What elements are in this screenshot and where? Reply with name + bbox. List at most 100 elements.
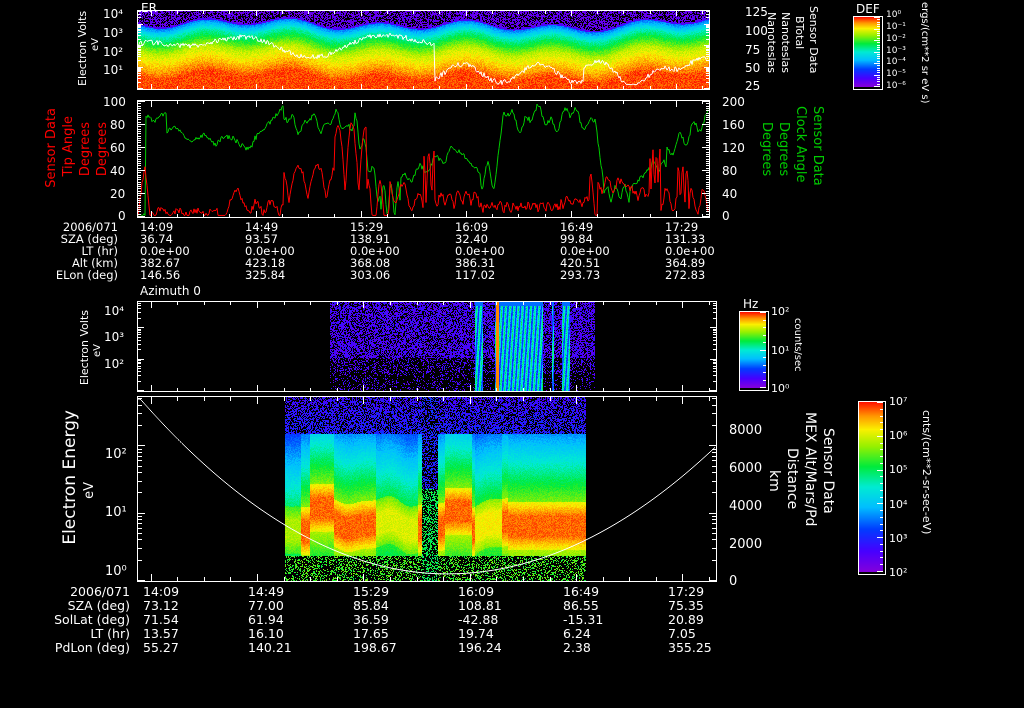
panel3-plot-frame	[137, 301, 717, 392]
panel1-ytick-3: 10¹	[103, 63, 124, 77]
panel4-colorbar-gradient	[859, 402, 883, 572]
annotation-value: 93.57	[245, 232, 278, 246]
panel2-ytick-0: 100	[103, 95, 126, 109]
colorbar-tick-label: 10⁰	[886, 10, 902, 20]
colorbar-tick-label: 10⁻²	[886, 34, 906, 44]
panel4-rtick-4: 0	[729, 574, 738, 589]
panel2-plot-frame	[137, 100, 710, 218]
panel1-ytick-1: 10³	[103, 26, 124, 40]
annotation-value: 17:29	[668, 584, 705, 599]
panel3-colorbar-frame	[739, 311, 769, 391]
panel3-ylabel-line1: Electron Volts	[78, 310, 91, 386]
annotation-value: 75.35	[668, 598, 704, 613]
annotation-value: 117.02	[455, 268, 496, 282]
annotation-value: 293.73	[560, 268, 601, 282]
panel2-rtick-3: 80	[722, 164, 738, 178]
panel2-right-label-line3: Degrees	[776, 122, 791, 177]
panel2-left-label-line4: Degrees	[95, 122, 110, 177]
annotation-row-label: 2006/071	[70, 584, 130, 599]
panel1-ylabel-line1: Electron Volts	[76, 10, 89, 86]
annotation-value: 19.74	[458, 626, 494, 641]
panel1-rtick-4: 25	[745, 79, 761, 93]
annotation-value: 196.24	[458, 640, 502, 655]
panel3-ytick-1: 10³	[104, 330, 125, 344]
panel1-ytick-0: 10⁴	[103, 7, 124, 21]
annotation-value: 15:29	[350, 220, 384, 234]
annotation-row-label: PdLon (deg)	[54, 640, 130, 655]
panel3-title: Azimuth 0	[140, 284, 201, 298]
panel1-colorbar-gradient	[854, 17, 880, 87]
annotation-value: 16:09	[455, 220, 489, 234]
annotation-value: 14:49	[245, 220, 279, 234]
colorbar-tick-label: 10⁵	[889, 463, 908, 476]
annotation-value: 61.94	[248, 612, 284, 627]
annotation-row-label: LT (hr)	[81, 244, 119, 258]
panel2-left-label-line2: Tip Angle	[61, 116, 76, 177]
annotation-value: 16.10	[248, 626, 284, 641]
panel3-colorbar-title: Hz	[743, 297, 759, 311]
panel4-spectrogram	[138, 397, 716, 581]
annotation-value: 77.00	[248, 598, 284, 613]
annotation-value: 55.27	[143, 640, 179, 655]
panel2-right-label-line4: Degrees	[759, 122, 774, 177]
annotation-value: 0.0e+00	[665, 244, 715, 258]
annotation-value: 36.59	[353, 612, 389, 627]
panel1-ytick-2: 10²	[103, 45, 124, 59]
annotation-value: 325.84	[245, 268, 286, 282]
annotation-value: 382.67	[140, 256, 181, 270]
panel3-colorbar-unit: counts/sec	[792, 318, 803, 372]
annotation-value: 303.06	[350, 268, 391, 282]
panel4-ytick-2: 10⁰	[105, 564, 127, 579]
annotation-value: 138.91	[350, 232, 391, 246]
annotation-value: 0.0e+00	[455, 244, 505, 258]
panel1-colorbar-unit: ergs/(cm**2 sr eV s)	[919, 2, 930, 104]
annotation-value: 420.51	[560, 256, 601, 270]
annotation-row-label: SZA (deg)	[60, 232, 118, 246]
annotation-value: 0.0e+00	[245, 244, 295, 258]
panel3-ytick-2: 10²	[104, 357, 125, 371]
colorbar-tick-label: 10⁰	[771, 382, 790, 395]
panel2-rtick-1: 160	[722, 118, 745, 132]
annotation-row-label: 2006/071	[62, 220, 118, 234]
panel4-right-label-line1: Sensor Data	[820, 428, 836, 514]
annotation-value: 131.33	[665, 232, 706, 246]
panel1-right-label-line2: BTotal	[793, 16, 806, 50]
annotation-value: 73.12	[143, 598, 179, 613]
annotation-value: 423.18	[245, 256, 286, 270]
panel2-rtick-4: 40	[722, 187, 738, 201]
colorbar-tick-label: 10¹	[771, 344, 790, 357]
panel4-colorbar-unit: cnts/(cm**2-sr-sec-eV)	[920, 410, 933, 535]
panel4-rtick-2: 4000	[729, 499, 763, 514]
annotation-row-label: SZA (deg)	[67, 598, 130, 613]
panel4-rtick-0: 8000	[729, 423, 763, 438]
panel1-rtick-0: 125	[745, 5, 768, 19]
annotation-value: 14:09	[143, 584, 180, 599]
panel2-left-label-line1: Sensor Data	[44, 108, 59, 188]
panel1-rtick-1: 100	[745, 24, 768, 38]
annotation-value: 15:29	[353, 584, 390, 599]
panel2-rtick-5: 0	[722, 209, 730, 223]
annotation-value: 140.21	[248, 640, 292, 655]
annotation-value: 355.25	[668, 640, 712, 655]
annotation-row-label: ELon (deg)	[55, 268, 118, 282]
panel2-right-label-line1: Sensor Data	[810, 106, 825, 186]
annotation-value: -15.31	[563, 612, 604, 627]
annotation-value: 14:49	[248, 584, 285, 599]
annotation-value: 85.84	[353, 598, 389, 613]
panel4-rtick-1: 6000	[729, 461, 763, 476]
panel2-angle-traces	[138, 101, 709, 217]
panel2-right-label-line2: Clock Angle	[793, 106, 808, 183]
annotation-value: 32.40	[455, 232, 488, 246]
annotation-value: 99.84	[560, 232, 593, 246]
annotation-value: 86.55	[563, 598, 599, 613]
annotation-value: 16:49	[563, 584, 600, 599]
colorbar-tick-label: 10³	[889, 532, 908, 545]
annotation-value: 6.24	[563, 626, 591, 641]
annotation-value: 17.65	[353, 626, 389, 641]
colorbar-tick-label: 10²	[771, 305, 790, 318]
colorbar-tick-label: 10²	[889, 566, 908, 579]
panel2-ytick-3: 40	[110, 164, 126, 178]
panel1-right-label-line4: Nanoteslas	[765, 12, 778, 74]
colorbar-tick-label: 10⁷	[889, 395, 908, 408]
annotation-value: 13.57	[143, 626, 179, 641]
